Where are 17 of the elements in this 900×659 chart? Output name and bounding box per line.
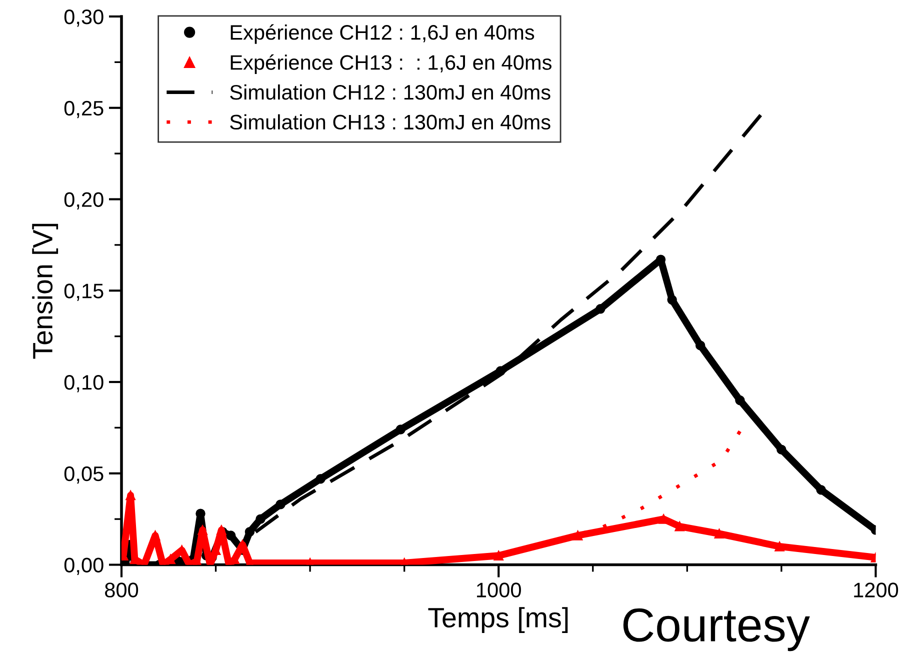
- y-tick-label: 0,30: [64, 9, 104, 27]
- legend-label: Expérience CH12 : 1,6J en 40ms: [230, 24, 534, 44]
- x-tick-label: 1000: [477, 582, 521, 598]
- y-tick-label: 0,15: [64, 284, 104, 301]
- legend-label: Simulation CH13 : 130mJ en 40ms: [230, 114, 550, 130]
- y-tick-label: 0,10: [64, 375, 104, 392]
- y-tick-label: 0,20: [64, 192, 104, 210]
- x-tick-label: 1200: [854, 582, 898, 598]
- y-tick-label: 0,00: [64, 558, 104, 575]
- x-axis-title: Temps [ms]: [428, 607, 568, 633]
- legend-label: Expérience CH13 : : 1,6J en 40ms: [230, 54, 552, 74]
- x-tick-label: 800: [105, 582, 138, 598]
- text: Courtesy: [623, 608, 810, 652]
- y-tick-label: 0,25: [64, 100, 104, 118]
- y-axis-title: Tension [V]: [32, 224, 58, 359]
- y-tick-label: 0,05: [64, 466, 104, 484]
- legend-label: Simulation CH12 : 130mJ en 40ms: [230, 84, 550, 100]
